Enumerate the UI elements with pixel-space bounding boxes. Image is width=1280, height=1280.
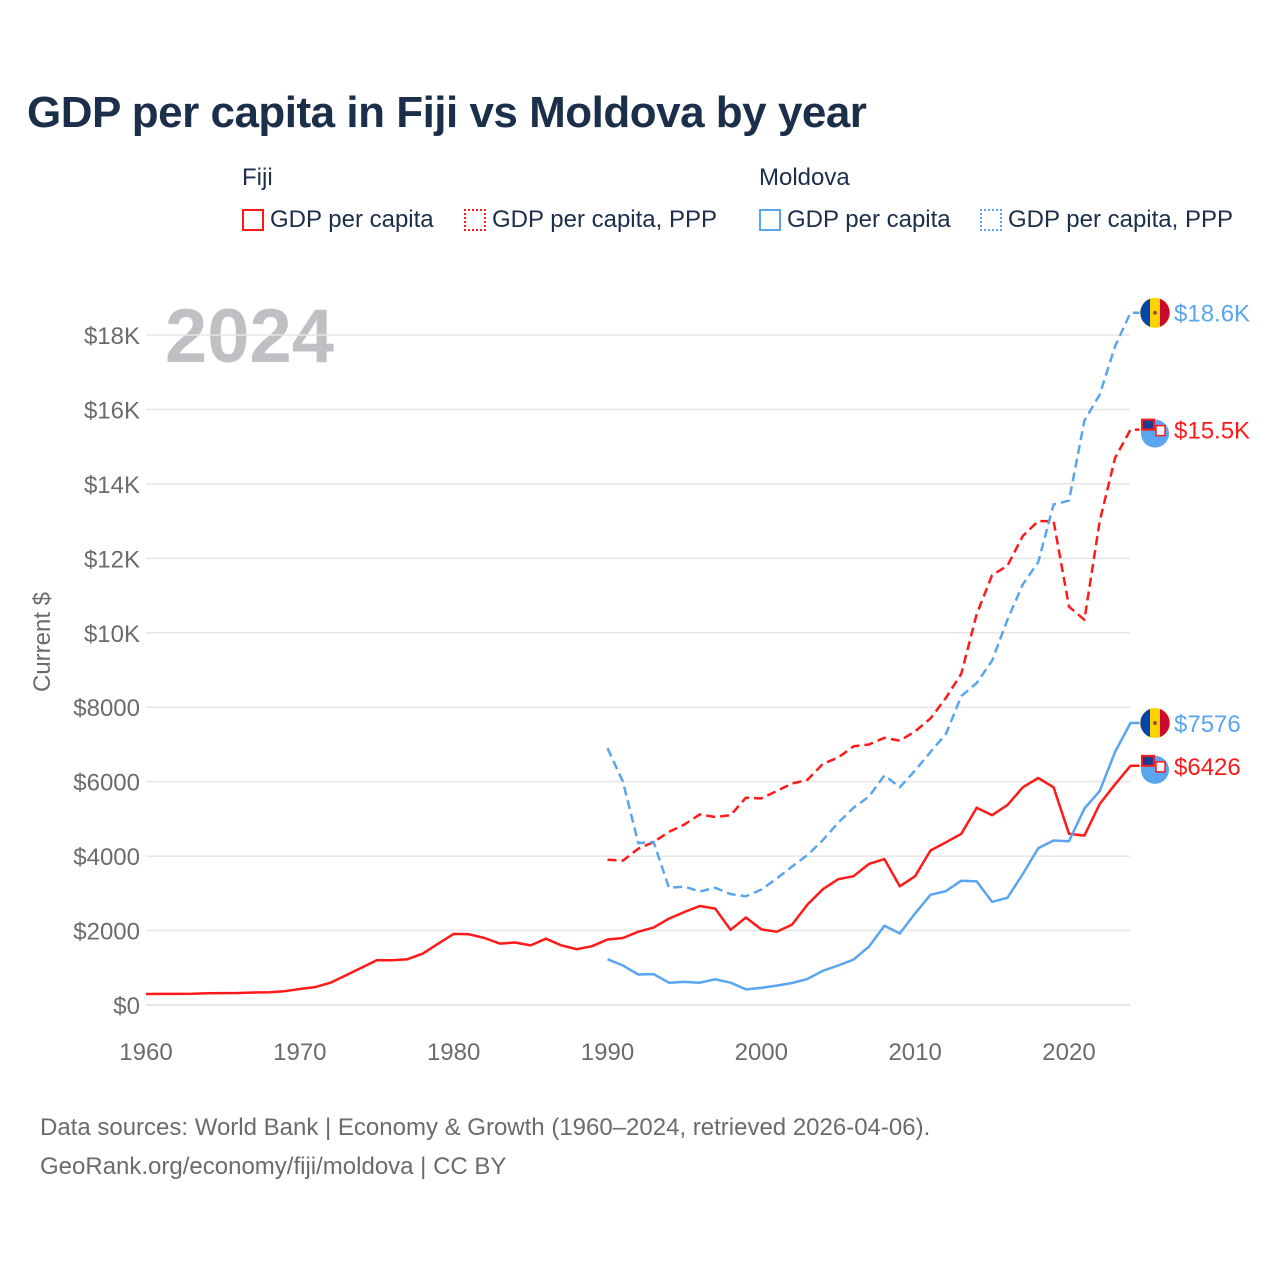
- legend-moldova-gdp[interactable]: GDP per capita: [759, 206, 951, 234]
- end-value-label: $6426: [1174, 754, 1241, 781]
- end-value-label: $15.5K: [1174, 418, 1250, 445]
- legend-label: GDP per capita: [787, 206, 951, 233]
- y-tick-label: $0: [113, 993, 140, 1020]
- legend-swatch-dotted-red: [464, 209, 486, 231]
- y-tick-label: $4000: [73, 844, 140, 871]
- y-tick-label: $12K: [84, 546, 140, 573]
- source-line-2[interactable]: GeoRank.org/economy/fiji/moldova | CC BY: [40, 1153, 507, 1180]
- x-tick-label: 2010: [888, 1039, 941, 1066]
- series-line-0: [145, 764, 1140, 996]
- legend-swatch-dotted-blue: [980, 209, 1002, 231]
- x-tick-label: 1970: [273, 1039, 326, 1066]
- y-tick-label: $8000: [73, 695, 140, 722]
- y-tick-label: $10K: [84, 621, 140, 648]
- x-tick-label: 1960: [119, 1039, 172, 1066]
- fiji-flag-icon: [1141, 418, 1169, 448]
- y-tick-label: $14K: [84, 472, 140, 499]
- end-value-label: $18.6K: [1174, 301, 1250, 328]
- legend-fiji-gdp[interactable]: GDP per capita: [242, 206, 434, 234]
- y-tick-label: $18K: [84, 323, 140, 350]
- chart-title: GDP per capita in Fiji vs Moldova by yea…: [27, 88, 867, 137]
- line-chart: 2024 Current $ $0 $2000 $4000 $6000 $8000 $10…: [29, 294, 1250, 1066]
- x-tick-label: 2000: [735, 1039, 788, 1066]
- moldova-flag-icon: [1140, 297, 1170, 328]
- moldova-flag-icon: [1140, 708, 1170, 739]
- y-axis-label: Current $: [29, 592, 56, 692]
- fiji-flag-icon: [1141, 754, 1169, 784]
- legend-label: GDP per capita, PPP: [1008, 206, 1233, 233]
- y-tick-label: $16K: [84, 397, 140, 424]
- legend-group-fiji: Fiji: [242, 164, 273, 191]
- x-tick-label: 1980: [427, 1039, 480, 1066]
- x-tick-label: 2020: [1042, 1039, 1095, 1066]
- end-value-label: $7576: [1174, 711, 1241, 738]
- year-watermark: 2024: [165, 294, 334, 379]
- legend-fiji-ppp[interactable]: GDP per capita, PPP: [464, 206, 717, 234]
- legend-moldova-ppp[interactable]: GDP per capita, PPP: [980, 206, 1233, 234]
- y-tick-label: $6000: [73, 770, 140, 797]
- legend-swatch-solid-blue: [759, 209, 781, 231]
- legend-group-moldova: Moldova: [759, 164, 850, 191]
- source-line-1: Data sources: World Bank | Economy & Gro…: [40, 1114, 931, 1141]
- legend-label: GDP per capita: [270, 206, 434, 233]
- x-tick-label: 1990: [581, 1039, 634, 1066]
- y-tick-label: $2000: [73, 919, 140, 946]
- legend-swatch-solid-red: [242, 209, 264, 231]
- legend-label: GDP per capita, PPP: [492, 206, 717, 233]
- source-note: Data sources: World Bank | Economy & Gro…: [40, 1108, 930, 1186]
- series-line-1: [607, 428, 1140, 862]
- series-line-2: [607, 721, 1140, 991]
